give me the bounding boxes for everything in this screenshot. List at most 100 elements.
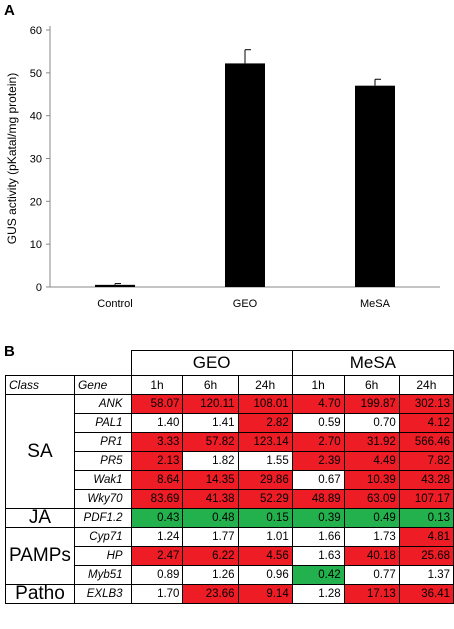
class-cell-sa: SA [5,394,75,509]
y-tick-label: 0 [36,282,42,294]
fold-change-cell: 4.56 [237,546,293,566]
bar-mesa [355,85,395,287]
fold-change-cell: 29.86 [237,470,293,490]
blank-header-cell [6,351,132,376]
fold-change-cell: 566.46 [398,432,454,452]
fold-change-cell: 41.38 [182,489,239,509]
fold-change-cell: 108.01 [237,394,293,414]
fold-change-cell: 1.77 [182,527,239,547]
fold-change-cell: 7.82 [398,451,454,471]
fold-change-cell: 0.67 [291,470,345,490]
fold-change-cell: 2.47 [130,546,184,566]
fold-change-cell: 1.55 [237,451,293,471]
fold-change-cell: 48.89 [291,489,345,509]
y-tick-label: 30 [30,154,42,166]
fold-change-cell: 1.82 [182,451,239,471]
fold-change-cell: 0.49 [343,508,400,528]
fold-change-cell: 1.73 [343,527,400,547]
fold-change-cell: 17.13 [343,584,400,604]
table-row: PAMPs Cyp71 1.24 1.77 1.01 1.66 1.73 4.81 [5,527,454,585]
time-column-header: 1h [130,375,184,395]
fold-change-cell: 0.96 [237,565,293,585]
fold-change-cell: 4.81 [398,527,454,547]
fold-change-cell: 0.70 [343,413,400,433]
fold-change-cell: 120.11 [182,394,239,414]
fold-change-cell: 1.37 [398,565,454,585]
fold-change-cell: 1.40 [130,413,184,433]
fold-change-cell: 40.18 [343,546,400,566]
y-tick-label: 10 [30,239,42,251]
fold-change-cell: 1.63 [291,546,345,566]
fold-change-cell: 14.35 [182,470,239,490]
x-tick-label: Control [97,298,132,310]
x-tick-label: GEO [233,298,258,310]
fold-change-cell: 1.70 [130,584,184,604]
class-cell-pamps: PAMPs [5,527,75,585]
fold-change-cell: 2.70 [291,432,345,452]
y-tick-label: 50 [30,68,42,80]
time-column-header: 6h [343,375,400,395]
y-axis-title: GUS activity (pKatal/mg protein) [5,73,19,244]
fold-change-cell: 1.26 [182,565,239,585]
fold-change-cell: 2.39 [291,451,345,471]
class-column-header: Class [5,375,75,395]
fold-change-cell: 0.43 [130,508,184,528]
fold-change-cell: 23.66 [182,584,239,604]
bar-chart: 0 10 20 30 40 50 60 GUS activity (pKatal/mg pro… [5,25,440,310]
time-column-header: 6h [182,375,239,395]
fold-change-cell: 1.28 [291,584,345,604]
fold-change-cell: 4.70 [291,394,345,414]
fold-change-cell: 52.29 [237,489,293,509]
table-row: PR5 2.13 1.82 1.55 2.39 4.49 7.82 [6,451,454,471]
table-row: JA PDF1.2 0.43 0.48 0.15 0.39 0.49 0.13 [5,508,454,528]
fold-change-cell: 3.33 [130,432,184,452]
fold-change-cell: 25.68 [398,546,454,566]
fold-change-cell: 0.42 [291,565,345,585]
gene-name-cell: Myb51 [73,565,132,585]
fold-change-cell: 0.89 [130,565,184,585]
y-tick-label: 20 [30,196,42,208]
fold-change-cell: 199.87 [343,394,400,414]
table-row: HP 2.47 6.22 4.56 1.63 40.18 25.68 [6,546,454,566]
y-tick-label: 60 [30,25,42,37]
fold-change-cell: 31.92 [343,432,400,452]
fold-change-cell: 2.82 [237,413,293,433]
fold-change-cell: 1.01 [237,527,293,547]
fold-change-cell: 0.77 [343,565,400,585]
fold-change-cell: 4.49 [343,451,400,471]
table-row: Wky70 83.69 41.38 52.29 48.89 63.09 107.17 [6,489,454,509]
bar-control [95,284,135,287]
fold-change-cell: 1.41 [182,413,239,433]
x-tick-label: MeSA [360,298,391,310]
fold-change-cell: 57.82 [182,432,239,452]
gene-name-cell: PAL1 [73,413,132,433]
fold-change-cell: 123.14 [237,432,293,452]
fold-change-cell: 63.09 [343,489,400,509]
fold-change-cell: 0.13 [398,508,454,528]
fold-change-cell: 0.39 [291,508,345,528]
gene-name-cell: Cyp71 [73,527,132,547]
fold-change-cell: 58.07 [130,394,184,414]
time-column-header: 1h [291,375,345,395]
fold-change-cell: 6.22 [182,546,239,566]
gene-name-cell: PDF1.2 [73,508,132,528]
gene-name-cell: PR5 [73,451,132,471]
fold-change-cell: 0.59 [291,413,345,433]
time-column-header: 24h [398,375,454,395]
panel-b-label: B [4,343,15,360]
fold-change-cell: 36.41 [398,584,454,604]
fold-change-cell: 8.64 [130,470,184,490]
fold-change-cell: 4.12 [398,413,454,433]
gene-name-cell: PR1 [73,432,132,452]
fold-change-cell: 43.28 [398,470,454,490]
fold-change-cell: 0.48 [182,508,239,528]
table-row: PR1 3.33 57.82 123.14 2.70 31.92 566.46 [6,432,454,452]
gene-name-cell: HP [73,546,132,566]
fold-change-cell: 2.13 [130,451,184,471]
fold-change-cell: 9.14 [237,584,293,604]
class-cell-ja: JA [5,508,75,528]
class-cell-patho: Patho [5,584,75,604]
fold-change-cell: 1.66 [291,527,345,547]
table-row: Wak1 8.64 14.35 29.86 0.67 10.39 43.28 [6,470,454,490]
time-column-header: 24h [237,375,293,395]
